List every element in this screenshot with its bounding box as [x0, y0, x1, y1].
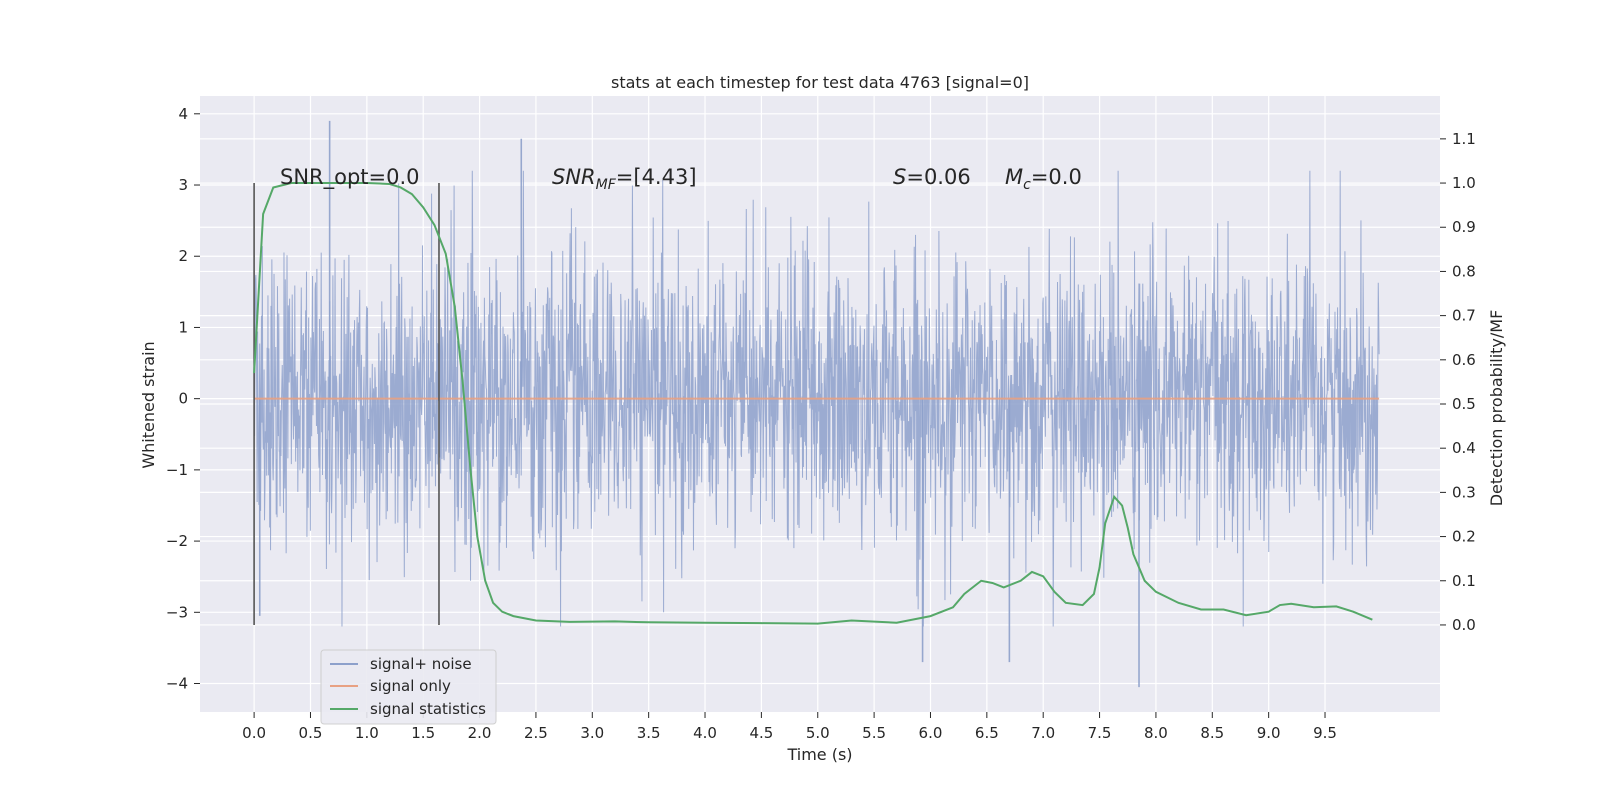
snr-mf-annotation: SNRMF=[4.43]	[552, 165, 697, 193]
x-tick-label: 1.0	[355, 724, 379, 742]
snr-mf-base: SNR	[552, 165, 596, 189]
y-left-tick-label: −4	[166, 675, 188, 693]
legend-label-signal-only: signal only	[370, 677, 451, 695]
x-tick-label: 0.5	[299, 724, 323, 742]
y-right-tick-label: 0.1	[1452, 572, 1476, 590]
y-left-tick-label: −1	[166, 461, 188, 479]
y-right-tick-label: 0.5	[1452, 395, 1476, 413]
y-right-axis-label: Detection probability/MF	[1487, 310, 1506, 507]
s-base: S	[893, 165, 906, 189]
y-left-axis-ticks: 4 3 2 1 0 −1 −2 −3 −4	[166, 105, 200, 693]
mc-value: =0.0	[1031, 165, 1082, 189]
mc-subscript: c	[1023, 177, 1031, 193]
y-right-tick-label: 0.6	[1452, 351, 1476, 369]
x-tick-label: 5.0	[806, 724, 830, 742]
y-left-axis-label: Whitened strain	[139, 341, 158, 468]
x-tick-label: 7.0	[1031, 724, 1055, 742]
legend: signal+ noise signal only signal statist…	[320, 649, 497, 725]
s-annotation: S=0.06	[893, 165, 971, 189]
y-right-axis-ticks: 1.1 1.0 0.9 0.8 0.7 0.6 0.5 0.4 0.3 0.2 0.1 0.0	[1440, 130, 1476, 634]
y-left-tick-label: −2	[166, 532, 188, 550]
mc-base: M	[1005, 165, 1023, 189]
snr-mf-value: =[4.43]	[616, 165, 697, 189]
y-right-tick-label: 0.9	[1452, 218, 1476, 236]
x-tick-label: 3.5	[637, 724, 661, 742]
s-value: =0.06	[906, 165, 970, 189]
x-tick-label: 2.0	[468, 724, 492, 742]
x-tick-label: 8.5	[1200, 724, 1224, 742]
y-right-tick-label: 0.3	[1452, 483, 1476, 501]
chart-title: stats at each timestep for test data 476…	[611, 73, 1029, 92]
x-tick-label: 6.0	[919, 724, 943, 742]
x-tick-label: 0.0	[242, 724, 266, 742]
y-right-tick-label: 1.1	[1452, 130, 1476, 148]
y-right-tick-label: 0.4	[1452, 439, 1476, 457]
x-tick-label: 4.0	[693, 724, 717, 742]
snr-opt-annotation: SNR_opt=0.0	[280, 165, 420, 190]
snr-mf-subscript: MF	[596, 177, 617, 193]
x-tick-label: 4.5	[749, 724, 773, 742]
x-tick-label: 7.5	[1088, 724, 1112, 742]
y-left-tick-label: 2	[178, 247, 188, 265]
x-tick-label: 9.5	[1313, 724, 1337, 742]
legend-box	[320, 649, 497, 725]
window-markers	[253, 183, 440, 625]
x-axis-label: Time (s)	[786, 745, 852, 764]
signal-statistics-line	[253, 182, 1373, 625]
y-left-tick-label: 1	[178, 318, 188, 336]
y-right-tick-label: 0.8	[1452, 262, 1476, 280]
signal-plus-noise-series	[253, 120, 1380, 688]
y-right-tick-label: 0.2	[1452, 528, 1476, 546]
x-tick-label: 1.5	[411, 724, 435, 742]
mc-annotation: Mc=0.0	[1005, 165, 1082, 193]
x-tick-label: 8.0	[1144, 724, 1168, 742]
y-right-tick-label: 0.7	[1452, 307, 1476, 325]
y-left-tick-label: −3	[166, 603, 188, 621]
x-tick-label: 9.0	[1257, 724, 1281, 742]
x-tick-label: 3.0	[580, 724, 604, 742]
x-tick-label: 5.5	[862, 724, 886, 742]
y-left-tick-label: 0	[178, 390, 188, 408]
legend-label-signal-plus-noise: signal+ noise	[370, 655, 472, 673]
x-tick-label: 6.5	[975, 724, 999, 742]
y-right-tick-label: 0.0	[1452, 616, 1476, 634]
y-left-tick-label: 4	[178, 105, 188, 123]
x-tick-label: 2.5	[524, 724, 548, 742]
legend-label-signal-statistics: signal statistics	[370, 700, 486, 718]
x-axis-ticks: 0.0 0.5 1.0 1.5 2.0 2.5 3.0 3.5 4.0 4.5 5.0 5.5 6.0 6…	[242, 712, 1337, 742]
y-left-tick-label: 3	[178, 176, 188, 194]
signal-plus-noise-line	[253, 170, 1380, 627]
y-right-tick-label: 1.0	[1452, 174, 1476, 192]
